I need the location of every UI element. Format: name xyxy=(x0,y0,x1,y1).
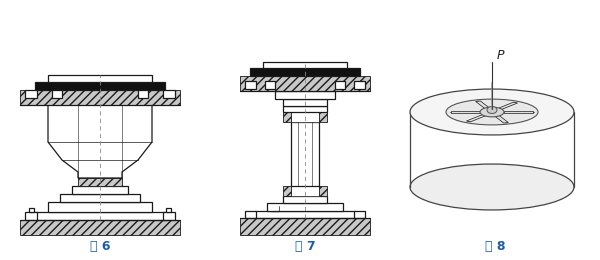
Bar xyxy=(245,81,256,89)
Bar xyxy=(60,194,140,202)
Bar xyxy=(291,186,319,196)
Bar xyxy=(265,81,275,89)
Bar xyxy=(255,211,355,218)
Bar xyxy=(29,208,34,212)
Ellipse shape xyxy=(410,164,574,210)
Text: 图 8: 图 8 xyxy=(485,239,505,252)
Polygon shape xyxy=(20,90,180,105)
Bar xyxy=(163,90,175,98)
Bar xyxy=(166,208,171,212)
Bar xyxy=(354,211,365,218)
Polygon shape xyxy=(494,115,508,123)
Bar xyxy=(52,90,62,98)
Polygon shape xyxy=(20,220,180,235)
Bar xyxy=(163,212,175,220)
Polygon shape xyxy=(240,76,370,91)
Polygon shape xyxy=(497,102,518,110)
Bar xyxy=(35,82,165,90)
Bar xyxy=(48,75,152,82)
Bar xyxy=(275,91,335,99)
Bar xyxy=(291,112,319,122)
Text: 图 6: 图 6 xyxy=(90,239,110,252)
Polygon shape xyxy=(240,218,370,235)
Text: 图 7: 图 7 xyxy=(295,239,316,252)
Bar xyxy=(138,90,148,98)
Bar xyxy=(35,212,165,220)
Polygon shape xyxy=(466,114,487,122)
Bar xyxy=(271,206,279,211)
Bar xyxy=(25,212,37,220)
Bar xyxy=(48,202,152,212)
Polygon shape xyxy=(48,105,152,178)
Bar xyxy=(25,90,37,98)
Polygon shape xyxy=(504,111,533,113)
Bar xyxy=(263,62,347,68)
Bar xyxy=(291,122,319,186)
Bar xyxy=(250,68,360,76)
Bar xyxy=(335,81,345,89)
Ellipse shape xyxy=(410,89,574,135)
Bar xyxy=(283,186,327,196)
Ellipse shape xyxy=(487,107,497,114)
Bar xyxy=(283,112,327,122)
Bar xyxy=(283,99,327,106)
Bar xyxy=(283,196,327,203)
Text: P: P xyxy=(497,49,505,62)
Bar xyxy=(283,106,327,112)
Bar xyxy=(354,81,365,89)
Ellipse shape xyxy=(480,107,504,117)
Bar xyxy=(72,186,128,194)
Polygon shape xyxy=(451,111,480,113)
Bar xyxy=(267,203,343,211)
Bar xyxy=(245,211,256,218)
Ellipse shape xyxy=(446,99,538,125)
Polygon shape xyxy=(476,101,490,109)
Bar xyxy=(78,178,122,186)
